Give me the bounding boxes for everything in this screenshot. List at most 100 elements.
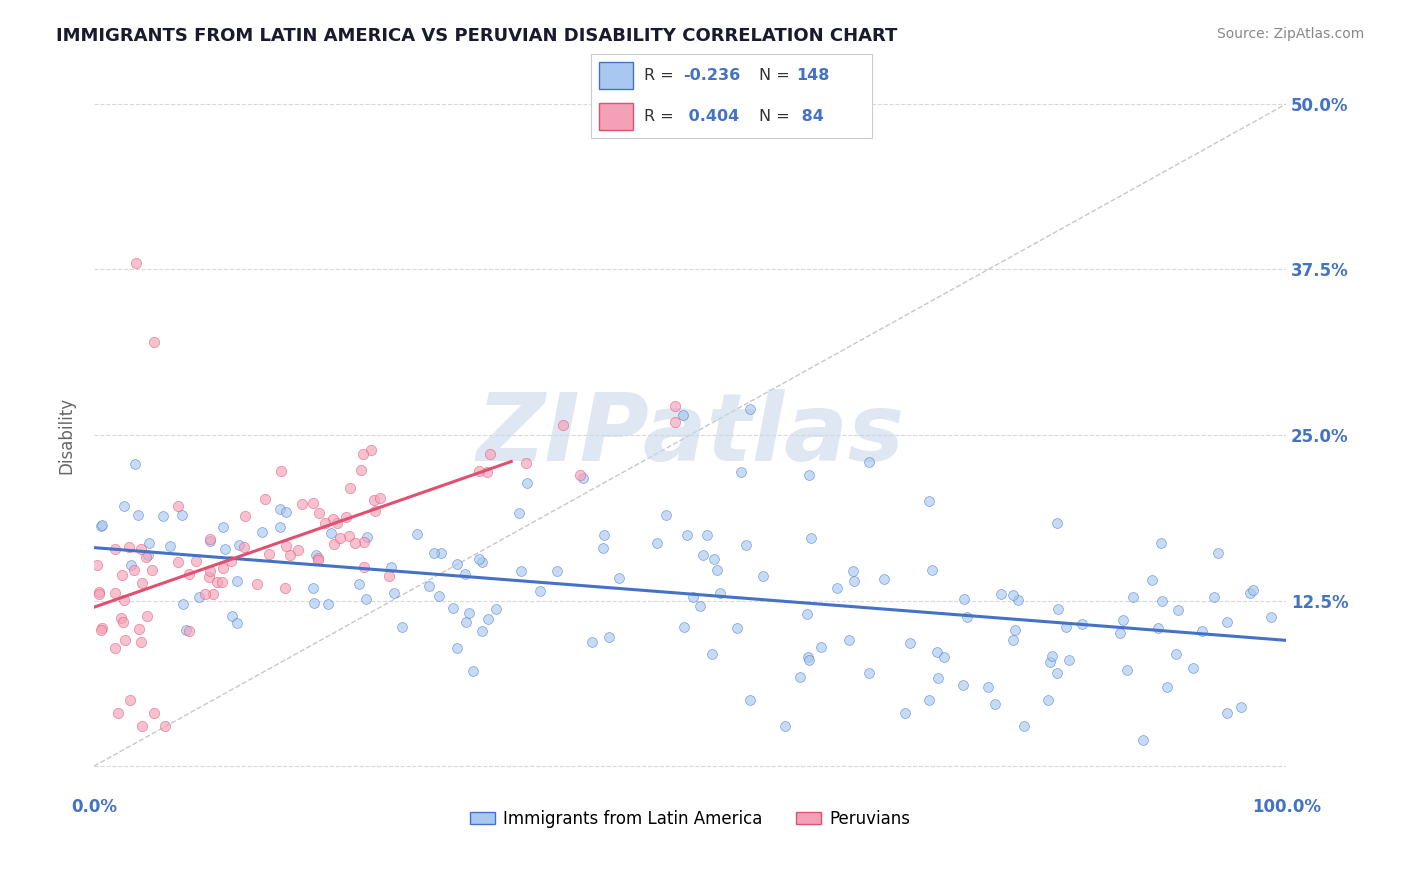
Point: [323, 537, 346, 551]
Point: [546, 564, 568, 578]
Point: [287, 543, 309, 558]
Point: [645, 535, 668, 549]
FancyBboxPatch shape: [599, 62, 633, 89]
Text: R =: R =: [644, 109, 679, 124]
Point: [810, 640, 832, 654]
Point: [682, 590, 704, 604]
Point: [120, 558, 142, 573]
Point: [838, 632, 860, 647]
Point: [308, 507, 330, 521]
Point: [673, 620, 696, 634]
Point: [592, 541, 614, 555]
Point: [461, 664, 484, 678]
Point: [529, 584, 551, 599]
Point: [696, 527, 718, 541]
Point: [1054, 619, 1077, 633]
Point: [90, 624, 112, 638]
Point: [454, 615, 477, 629]
Point: [335, 510, 357, 524]
Legend: Immigrants from Latin America, Peruvians: Immigrants from Latin America, Peruvians: [463, 803, 917, 834]
Point: [188, 590, 211, 604]
Point: [322, 511, 344, 525]
Point: [329, 531, 352, 545]
Point: [152, 509, 174, 524]
Point: [703, 552, 725, 566]
Point: [339, 481, 361, 495]
Point: [1216, 615, 1239, 629]
Point: [363, 504, 385, 518]
Point: [1057, 653, 1080, 667]
Point: [129, 634, 152, 648]
Point: [211, 520, 233, 534]
Point: [592, 527, 614, 541]
Point: [1039, 655, 1062, 669]
Point: [581, 635, 603, 649]
Point: [350, 463, 373, 477]
Point: [141, 563, 163, 577]
Point: [325, 516, 347, 530]
Point: [269, 502, 291, 516]
Point: [86, 558, 108, 573]
Point: [799, 467, 821, 482]
Point: [104, 640, 127, 655]
Point: [131, 719, 153, 733]
Point: [430, 546, 453, 560]
Point: [159, 540, 181, 554]
Point: [136, 549, 159, 563]
Point: [477, 612, 499, 626]
Point: [232, 541, 254, 555]
Point: [858, 454, 880, 468]
Point: [167, 555, 190, 569]
Point: [1046, 602, 1069, 616]
Point: [112, 615, 135, 629]
Point: [307, 551, 329, 566]
Point: [984, 698, 1007, 712]
Point: [319, 525, 342, 540]
Point: [356, 530, 378, 544]
Point: [457, 606, 479, 620]
Point: [112, 499, 135, 513]
Point: [225, 574, 247, 588]
Point: [347, 576, 370, 591]
Point: [274, 581, 297, 595]
Point: [873, 572, 896, 586]
Point: [274, 540, 297, 554]
Point: [406, 527, 429, 541]
Point: [1140, 573, 1163, 587]
Point: [135, 550, 157, 565]
Point: [454, 566, 477, 581]
Y-axis label: Disability: Disability: [58, 396, 75, 474]
Point: [1241, 582, 1264, 597]
Point: [1164, 647, 1187, 661]
Point: [607, 571, 630, 585]
Point: [114, 633, 136, 648]
Point: [127, 508, 149, 523]
Point: [1202, 590, 1225, 604]
Point: [198, 532, 221, 546]
Point: [446, 640, 468, 655]
Point: [789, 670, 811, 684]
Point: [734, 538, 756, 552]
Point: [441, 601, 464, 615]
Point: [118, 540, 141, 554]
Point: [172, 508, 194, 522]
Point: [471, 555, 494, 569]
Point: [1004, 623, 1026, 637]
Point: [800, 532, 823, 546]
Point: [257, 547, 280, 561]
Text: N =: N =: [759, 109, 796, 124]
Point: [91, 517, 114, 532]
Point: [1230, 700, 1253, 714]
Point: [314, 516, 336, 530]
Point: [142, 335, 165, 350]
Point: [702, 647, 724, 661]
Point: [689, 599, 711, 613]
Point: [952, 678, 974, 692]
Point: [572, 471, 595, 485]
Point: [1182, 661, 1205, 675]
Point: [598, 630, 620, 644]
Point: [990, 587, 1012, 601]
Point: [569, 468, 592, 483]
Point: [799, 653, 821, 667]
Point: [219, 554, 242, 568]
